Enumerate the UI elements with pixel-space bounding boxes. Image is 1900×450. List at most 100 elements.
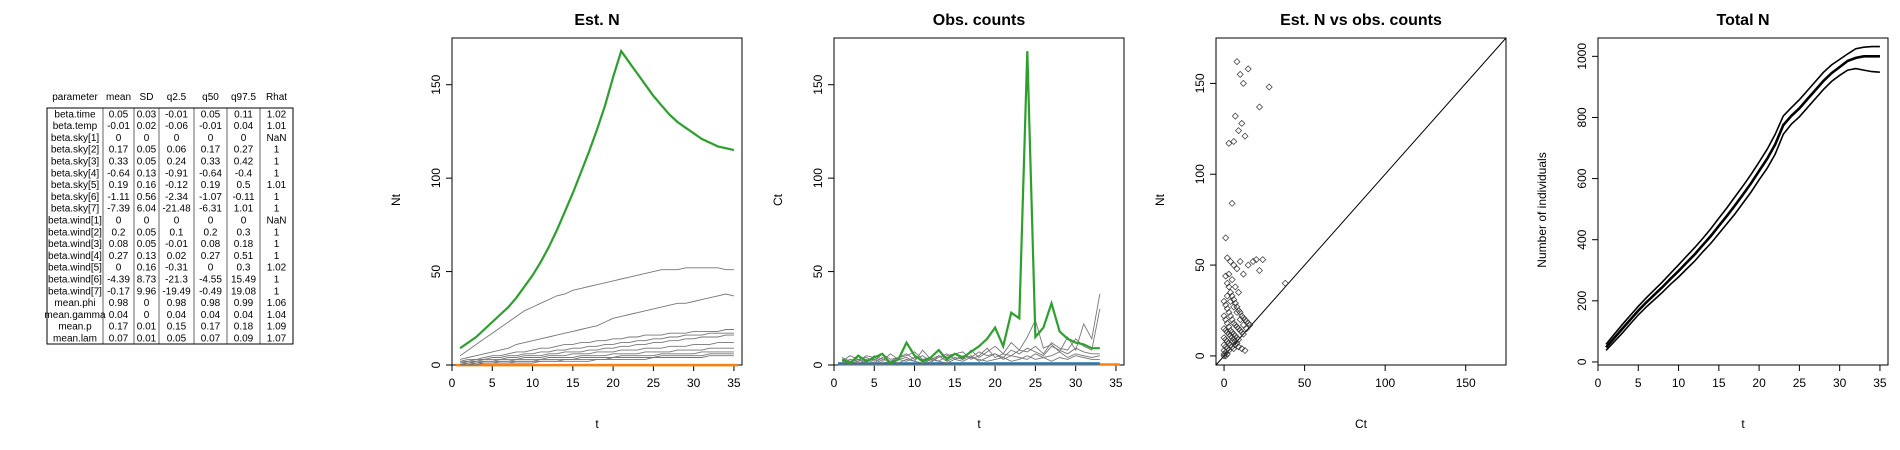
table-cell: 0.1 <box>170 227 184 238</box>
scatter-point <box>1231 283 1239 291</box>
scatter-point <box>1246 321 1254 329</box>
x-tick-label: 0 <box>831 376 838 390</box>
scatter-point <box>1230 138 1238 146</box>
table-cell: 0.02 <box>167 251 187 262</box>
table-cell: 0.3 <box>237 263 251 274</box>
table-cell: 0.17 <box>201 322 221 333</box>
table-cell: -1.07 <box>199 192 222 203</box>
x-axis-label: t <box>595 417 599 431</box>
table-cell: 0.51 <box>234 251 254 262</box>
scatter-point <box>1230 261 1238 269</box>
table-cell: 0.24 <box>167 157 187 168</box>
table-cell: 1 <box>274 251 280 262</box>
table-cell: 1.02 <box>267 109 287 120</box>
scatter-point <box>1222 301 1230 309</box>
x-tick-label: 15 <box>1712 376 1726 390</box>
table-cell: 1.02 <box>267 263 287 274</box>
y-tick-label: 0 <box>811 361 825 368</box>
scatter-point <box>1281 279 1289 287</box>
table-cell: NaN <box>266 133 286 144</box>
scatter-point <box>1223 319 1231 327</box>
series-line <box>1605 67 1880 351</box>
table-header-cell: q97.5 <box>231 92 256 103</box>
series-line <box>460 342 734 364</box>
x-tick-label: 20 <box>988 376 1002 390</box>
table-cell: 0.03 <box>137 109 157 120</box>
table-cell: 0.08 <box>201 239 221 250</box>
panel-obs-counts: Obs. counts t Ct 0 5 10 15 20 25 30 35 0 50 100 150 <box>771 12 1125 431</box>
table-cell: 0.05 <box>137 239 157 250</box>
table-cell: -0.64 <box>199 168 222 179</box>
table-cell: -0.31 <box>165 263 188 274</box>
scatter-point <box>1231 341 1239 349</box>
identity-line <box>1215 37 1507 366</box>
table-cell: 0.5 <box>237 180 251 191</box>
scatter-point <box>1222 272 1230 280</box>
table-cell: 1.09 <box>267 322 287 333</box>
scatter-point <box>1235 343 1243 351</box>
y-tick-label: 100 <box>811 168 825 188</box>
table-cell: 0.05 <box>137 157 157 168</box>
table-cell: 0.42 <box>234 157 254 168</box>
series-line <box>1605 45 1880 345</box>
table-cell: beta.wind[3] <box>48 239 102 250</box>
table-cell: 1 <box>274 227 280 238</box>
plot-frame <box>1597 37 1889 366</box>
table-cell: 1.06 <box>267 298 287 309</box>
y-axis-label: Nt <box>1153 193 1167 206</box>
table-cell: -1.11 <box>107 192 129 203</box>
series-line <box>842 351 1100 364</box>
table-cell: 0.27 <box>109 251 129 262</box>
y-tick-label: 150 <box>429 74 443 94</box>
table-cell: -0.01 <box>107 121 130 132</box>
table-cell: 0.17 <box>109 145 129 156</box>
scatter-point <box>1239 321 1247 329</box>
table-cell: 6.04 <box>137 204 157 215</box>
table-cell: 0.19 <box>201 180 221 191</box>
scatter-point <box>1222 316 1230 324</box>
scatter-point <box>1244 261 1252 269</box>
table-cell: 1 <box>274 204 280 215</box>
scatter-point <box>1225 323 1233 331</box>
table-cell: beta.sky[4] <box>51 168 100 179</box>
plot-frame <box>833 37 1125 366</box>
table-cell: 0.05 <box>167 334 187 345</box>
scatter-point <box>1227 312 1234 320</box>
table-cell: -0.64 <box>107 168 130 179</box>
table-cell: beta.wind[1] <box>48 216 102 227</box>
scatter-point <box>1236 70 1244 78</box>
x-tick-label: 10 <box>908 376 922 390</box>
table-cell: 0.17 <box>201 145 221 156</box>
scatter-point <box>1225 346 1233 354</box>
y-tick-label: 400 <box>1575 229 1589 249</box>
scatter-point <box>1225 270 1233 278</box>
table-header-cell: parameter <box>52 92 98 103</box>
table-cell: 0.98 <box>201 298 221 309</box>
table-cell: 19.08 <box>231 286 256 297</box>
x-tick-label: 0 <box>449 376 456 390</box>
y-tick-label: 50 <box>429 265 443 279</box>
table-cell: 1 <box>274 239 280 250</box>
x-tick-label: 30 <box>687 376 701 390</box>
table-cell: 1.07 <box>267 334 287 345</box>
y-tick-label: 150 <box>811 74 825 94</box>
table-cell: 0.17 <box>109 322 129 333</box>
table-cell: beta.wind[6] <box>48 275 102 286</box>
scatter-point <box>1222 352 1230 360</box>
table-cell: 0 <box>116 133 122 144</box>
series-line <box>842 355 1100 364</box>
scatter-point <box>1236 257 1244 265</box>
table-cell: 0.15 <box>167 322 187 333</box>
table-cell: 1.04 <box>267 310 287 321</box>
table-cell: 0 <box>174 216 180 227</box>
x-tick-label: 20 <box>1752 376 1766 390</box>
table-header-cell: q50 <box>202 92 219 103</box>
x-tick-label: 10 <box>1672 376 1686 390</box>
table-cell: 0.05 <box>137 145 157 156</box>
x-tick-label: 0 <box>1595 376 1602 390</box>
table-cell: 1 <box>274 275 280 286</box>
table-cell: 0.18 <box>234 239 254 250</box>
table-header-cell: q2.5 <box>167 92 187 103</box>
table-cell: -0.01 <box>165 239 188 250</box>
x-tick-label: 30 <box>1833 376 1847 390</box>
